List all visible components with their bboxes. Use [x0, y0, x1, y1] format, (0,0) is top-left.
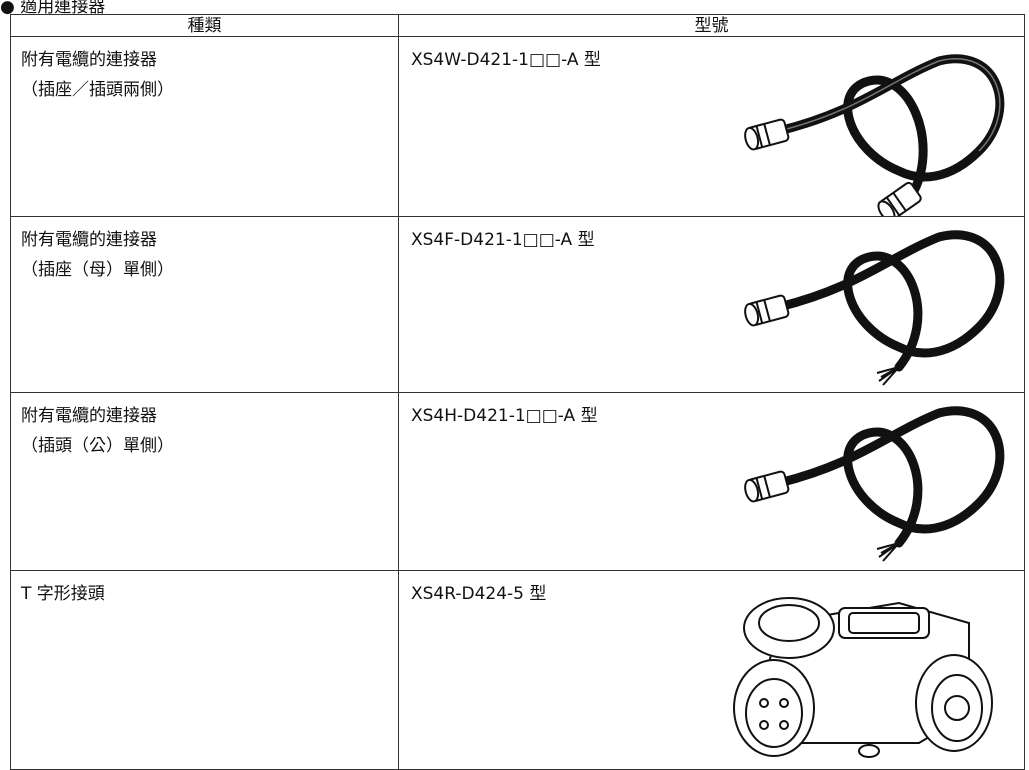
type-text: 附有電纜的連接器 （插座／插頭兩側）: [21, 45, 174, 105]
model-text: XS4F-D421-1□□-A 型: [411, 230, 595, 250]
cable-illustration: [744, 54, 1005, 216]
line: 附有電纜的連接器: [21, 50, 157, 70]
model-cell: XS4H-D421-1□□-A 型: [398, 392, 1025, 571]
type-cell: 附有電纜的連接器 （插頭（公）單側）: [10, 392, 399, 571]
type-cell: 附有電纜的連接器 （插座（母）單側）: [10, 216, 399, 393]
model-text: XS4H-D421-1□□-A 型: [411, 406, 598, 426]
type-text: 附有電纜的連接器 （插頭（公）單側）: [21, 401, 174, 461]
model-text: XS4R-D424-5 型: [411, 584, 547, 604]
cable-illustration: [744, 230, 1005, 386]
line: T 字形接頭: [21, 584, 105, 604]
line: （插座／插頭兩側）: [21, 80, 174, 100]
type-text: 附有電纜的連接器 （插座（母）單側）: [21, 225, 174, 285]
line: （插頭（公）單側）: [21, 436, 174, 456]
model-cell: XS4R-D424-5 型: [398, 570, 1025, 770]
t-joint-illustration: [733, 597, 993, 758]
type-cell: T 字形接頭: [10, 570, 399, 770]
type-cell: 附有電纜的連接器 （插座／插頭兩側）: [10, 36, 399, 217]
type-text: T 字形接頭: [21, 579, 105, 609]
model-text: XS4W-D421-1□□-A 型: [411, 50, 601, 70]
model-cell: XS4F-D421-1□□-A 型: [398, 216, 1025, 393]
line: 附有電纜的連接器: [21, 406, 157, 426]
header-cell: 型號: [398, 14, 1025, 37]
heading: ● 適用連接器: [0, 0, 106, 17]
cable-illustration: [744, 406, 1005, 562]
header-cell: 種類: [10, 14, 399, 37]
line: 附有電纜的連接器: [21, 230, 157, 250]
line: （插座（母）單側）: [21, 260, 174, 280]
model-cell: XS4W-D421-1□□-A 型: [398, 36, 1025, 217]
